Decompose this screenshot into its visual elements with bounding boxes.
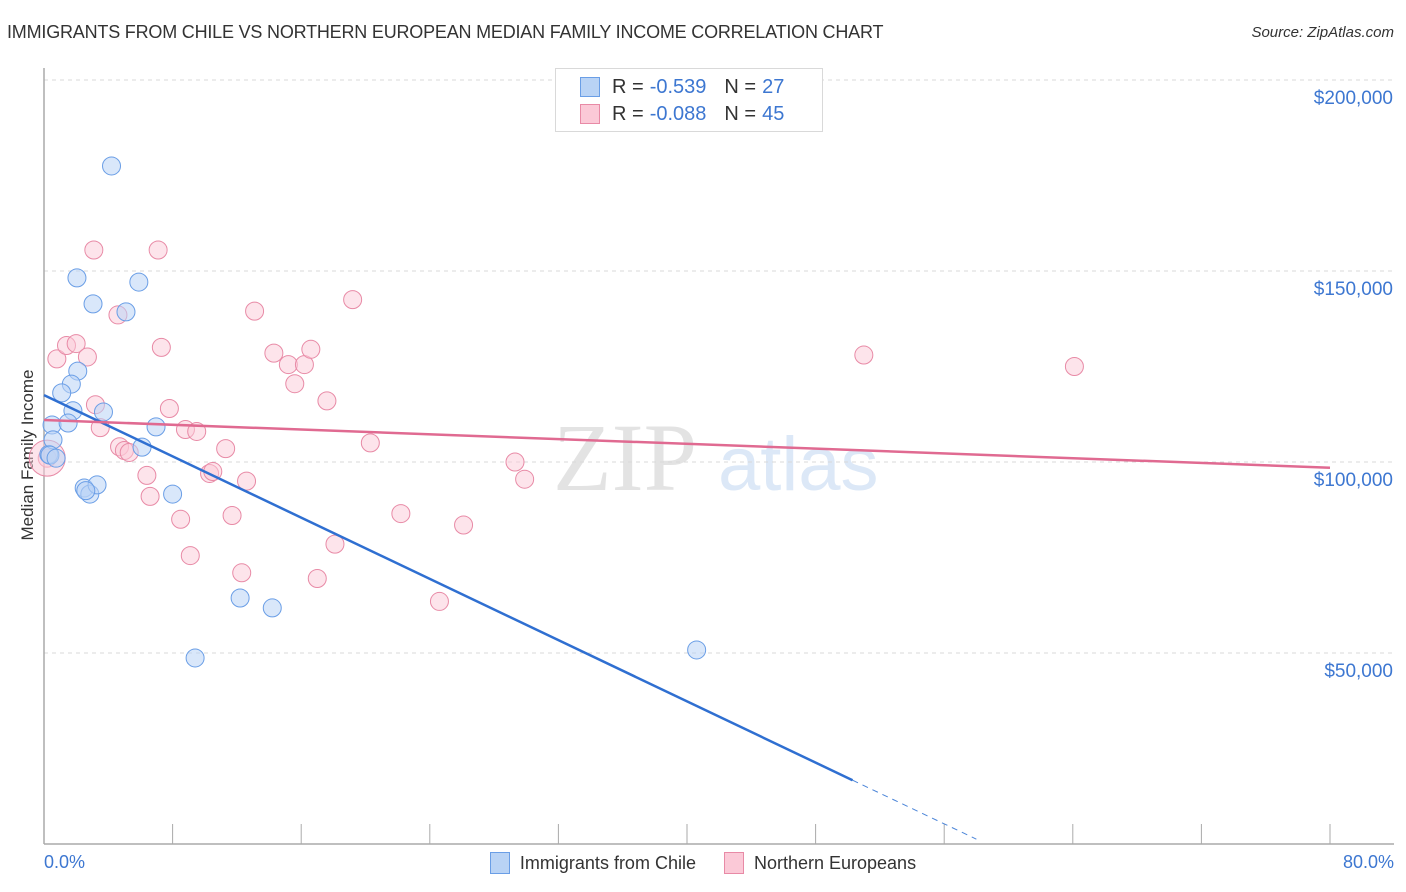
x-tick-max: 80.0% <box>1342 852 1394 872</box>
data-point <box>129 272 149 292</box>
data-point <box>245 301 265 321</box>
y-tick-label: $50,000 <box>1324 661 1393 682</box>
data-point <box>515 469 535 489</box>
n-label: N = <box>724 102 757 125</box>
data-point <box>237 471 257 491</box>
northern-europeans-legend-swatch-icon <box>723 852 744 874</box>
data-point <box>148 240 168 260</box>
data-point <box>83 294 103 314</box>
chile-trendline <box>43 394 854 782</box>
data-point <box>216 439 236 459</box>
data-point <box>391 504 411 524</box>
data-point <box>301 339 321 359</box>
legend-item-northern-europeans[interactable]: Northern Europeans <box>723 852 917 874</box>
data-point <box>140 486 160 506</box>
data-point <box>67 268 87 288</box>
y-tick-label: $150,000 <box>1314 279 1393 300</box>
data-point <box>116 302 136 322</box>
data-point <box>76 481 96 501</box>
data-point <box>180 546 200 566</box>
data-point <box>1064 357 1084 376</box>
trendlines <box>43 394 1331 840</box>
data-point <box>93 402 113 422</box>
data-point <box>159 399 179 419</box>
x-tick-min: 0.0% <box>44 852 86 872</box>
watermark: ZIP atlas <box>553 404 879 511</box>
chile-points <box>39 156 707 668</box>
data-point <box>66 334 86 354</box>
data-point <box>47 349 67 369</box>
data-point <box>317 391 337 411</box>
legend-label: Northern Europeans <box>753 852 917 873</box>
data-point <box>262 598 282 618</box>
data-point <box>343 290 363 310</box>
data-point <box>222 505 242 525</box>
data-point <box>325 534 345 554</box>
chart-title: IMMIGRANTS FROM CHILE VS NORTHERN EUROPE… <box>7 22 884 42</box>
r-value: -0.539 <box>649 75 707 98</box>
data-point <box>84 240 104 260</box>
data-point <box>185 648 205 668</box>
legend-label: Immigrants from Chile <box>519 852 696 873</box>
r-label: R = <box>612 75 644 98</box>
data-point <box>687 640 707 660</box>
chile-trendline-extension <box>852 779 977 840</box>
n-value: 45 <box>762 102 785 125</box>
data-point <box>58 413 78 433</box>
northern-europeans-points <box>28 240 1084 611</box>
data-point <box>854 345 874 365</box>
n-value: 27 <box>762 75 785 98</box>
data-point <box>171 509 191 529</box>
stats-row-northern-europeans: R = -0.088 N = 45 <box>580 101 802 127</box>
y-tick-label: $200,000 <box>1314 88 1393 109</box>
data-point <box>146 417 166 437</box>
data-point <box>46 448 66 468</box>
data-point <box>52 383 72 403</box>
source-attribution: Source: ZipAtlas.com <box>1251 24 1394 41</box>
watermark-atlas: atlas <box>718 422 879 507</box>
northern-europeans-swatch-icon <box>580 104 600 124</box>
stats-legend-box: R = -0.539 N = 27 R = -0.088 N = 45 <box>555 68 823 132</box>
n-label: N = <box>724 75 757 98</box>
chile-legend-swatch-icon <box>489 852 510 874</box>
northern-europeans-trendline <box>43 418 1331 469</box>
data-point <box>137 465 157 485</box>
chile-swatch-icon <box>580 77 600 97</box>
data-point <box>232 563 252 583</box>
data-point <box>77 347 97 367</box>
data-point <box>102 156 122 176</box>
legend: Immigrants from Chile Northern Europeans <box>0 852 1406 874</box>
data-point <box>454 515 474 535</box>
data-point <box>307 569 327 589</box>
data-point <box>230 588 250 608</box>
legend-item-chile[interactable]: Immigrants from Chile <box>489 852 696 874</box>
r-value: -0.088 <box>649 102 707 125</box>
y-axis-ticks: $200,000 $150,000 $100,000 $50,000 <box>1314 88 1393 682</box>
data-point <box>163 484 183 504</box>
data-point <box>278 355 298 375</box>
data-point <box>151 337 171 357</box>
data-point <box>505 452 525 472</box>
data-point <box>429 591 449 611</box>
watermark-zip: ZIP <box>553 404 697 511</box>
data-point <box>264 343 284 363</box>
stats-row-chile: R = -0.539 N = 27 <box>580 74 802 100</box>
r-label: R = <box>612 102 644 125</box>
data-point <box>360 433 380 453</box>
data-point <box>285 374 305 394</box>
y-tick-label: $100,000 <box>1314 470 1393 491</box>
